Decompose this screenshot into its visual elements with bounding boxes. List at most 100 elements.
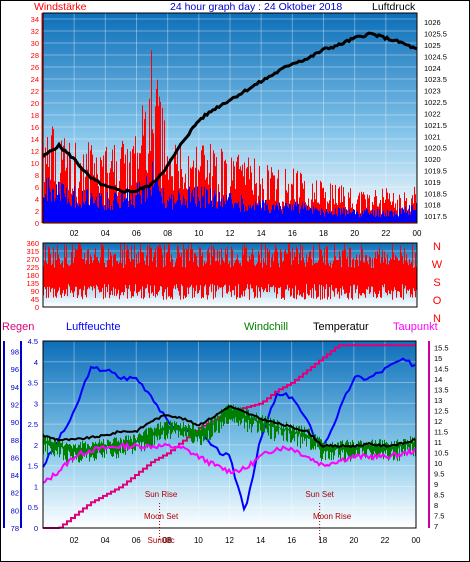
pressure-tick-label: 1020 <box>424 155 441 164</box>
humidity-tick-label: 98 <box>11 348 19 357</box>
rain-tick-label: 1 <box>34 482 38 491</box>
sun-cross-label: Sun08c <box>148 536 175 545</box>
wind-tick-label: 28 <box>31 51 39 60</box>
wind-tick-label: 30 <box>31 39 39 48</box>
wind-tick-label: 0 <box>35 219 39 228</box>
wind-tick-label: 4 <box>35 195 39 204</box>
humidity-tick-label: 80 <box>11 506 19 515</box>
panel-a-time-ticks: 02 04 06 08 10 12 14 16 18 20 22 00 <box>70 229 422 238</box>
pressure-tick-label: 1022 <box>424 109 441 118</box>
rain-tick-label: 4 <box>34 358 38 367</box>
humidity-tick-label: 86 <box>11 453 19 462</box>
panel-c-time-label: 22 <box>380 536 389 545</box>
humidity-axis-ticks: 78 80 82 84 86 88 90 92 94 96 98 <box>11 348 19 533</box>
humidity-tick-label: 96 <box>11 365 19 374</box>
pressure-axis-ticks: 1017.5 1018 1018.5 1019 1019.5 1020 1020.5 1021… <box>424 18 447 221</box>
direction-tick-label: 0 <box>35 303 39 312</box>
time-tick-label: 18 <box>319 229 328 238</box>
humidity-tick-label: 94 <box>11 383 19 392</box>
panel-c-time-label: 00 <box>412 536 421 545</box>
temperature-tick-label: 10.5 <box>434 448 449 457</box>
direction-tick-label: 315 <box>26 247 39 256</box>
direction-tick-label: 135 <box>26 279 39 288</box>
time-tick-label: 08 <box>163 229 172 238</box>
wind-bars <box>43 161 417 222</box>
rain-tick-label: 3 <box>34 399 38 408</box>
humidity-tick-label: 82 <box>11 489 19 498</box>
graph-title: 24 hour graph day : 24 Oktober 2018 <box>170 1 342 13</box>
compass-label: N <box>433 313 441 325</box>
temperature-tick-label: 10 <box>434 459 442 468</box>
temperature-tick-label: 7.5 <box>434 511 444 520</box>
time-tick-label: 06 <box>132 229 141 238</box>
temperature-tick-label: 14.5 <box>434 364 449 373</box>
wind-tick-label: 10 <box>31 159 39 168</box>
pressure-axis-title: Luftdruck <box>372 1 416 13</box>
pressure-tick-label: 1025.5 <box>424 30 447 39</box>
legend-rain: Regen <box>2 321 34 333</box>
pressure-tick-label: 1024.5 <box>424 52 447 61</box>
time-tick-label: 22 <box>381 229 390 238</box>
compass-label: W <box>432 259 443 271</box>
wind-tick-label: 34 <box>31 15 39 24</box>
time-tick-label: 20 <box>350 229 359 238</box>
wind-tick-label: 16 <box>31 123 39 132</box>
humidity-tick-label: 90 <box>11 418 19 427</box>
temperature-tick-label: 15.5 <box>434 343 449 352</box>
wind-tick-label: 14 <box>31 135 39 144</box>
pressure-tick-label: 1021 <box>424 132 441 141</box>
panel-c-time-label: 06 <box>132 536 141 545</box>
panel-c-time-label: 02 <box>70 536 79 545</box>
rain-axis-ticks: 0 0.5 1 1.5 2 2.5 3 3.5 4 4.5 <box>28 337 38 533</box>
wind-tick-label: 22 <box>31 87 39 96</box>
temperature-tick-label: 12.5 <box>434 406 449 415</box>
pressure-tick-label: 1018.5 <box>424 189 447 198</box>
rain-tick-label: 3.5 <box>28 379 38 388</box>
legend-humidity: Luftfeuchte <box>66 321 120 333</box>
compass-label: N <box>433 241 441 253</box>
rain-tick-label: 0 <box>34 524 38 533</box>
temperature-tick-label: 7 <box>434 522 438 531</box>
temperature-tick-label: 13.5 <box>434 385 449 394</box>
time-tick-label: 12 <box>226 229 235 238</box>
rain-tick-label: 2.5 <box>28 420 38 429</box>
humidity-tick-label: 92 <box>11 401 19 410</box>
time-tick-label: 02 <box>70 229 79 238</box>
dewpoint-line <box>42 441 416 484</box>
pressure-tick-label: 1023.5 <box>424 75 447 84</box>
moonrise-label: Moon Rise <box>313 512 352 521</box>
panel-c-time-label: 10 <box>194 536 203 545</box>
humidity-tick-label: 78 <box>11 524 19 533</box>
temperature-tick-label: 11 <box>434 438 442 447</box>
pressure-tick-label: 1021.5 <box>424 121 447 130</box>
pressure-tick-label: 1022.5 <box>424 98 447 107</box>
panel-c-time-label: 04 <box>101 536 110 545</box>
rain-tick-label: 2 <box>34 441 38 450</box>
compass-label: S <box>433 277 440 289</box>
panel-b-border <box>42 242 418 308</box>
astronomy-annotations: Sun Rise Moon Set Sun Set Moon Rise <box>144 490 352 542</box>
direction-tick-label: 360 <box>26 239 39 248</box>
pressure-tick-label: 1020.5 <box>424 144 447 153</box>
temperature-tick-label: 8 <box>434 501 438 510</box>
temperature-line <box>42 405 416 449</box>
temperature-tick-label: 14 <box>434 375 442 384</box>
wind-tick-label: 20 <box>31 99 39 108</box>
temperature-tick-label: 13 <box>434 396 442 405</box>
time-tick-label: 14 <box>257 229 266 238</box>
humidity-tick-label: 88 <box>11 436 19 445</box>
time-tick-label: 16 <box>288 229 297 238</box>
panel-c-time-label: 08 <box>163 536 172 545</box>
direction-tick-label: 180 <box>26 271 39 280</box>
panel-c-time-label: 14 <box>256 536 265 545</box>
wind-axis-title: Windstärke <box>34 1 87 13</box>
pressure-tick-label: 1024 <box>424 64 441 73</box>
direction-tick-label: 225 <box>26 263 39 272</box>
panel-c-time-label: 18 <box>318 536 327 545</box>
panel-a-border <box>42 12 418 224</box>
